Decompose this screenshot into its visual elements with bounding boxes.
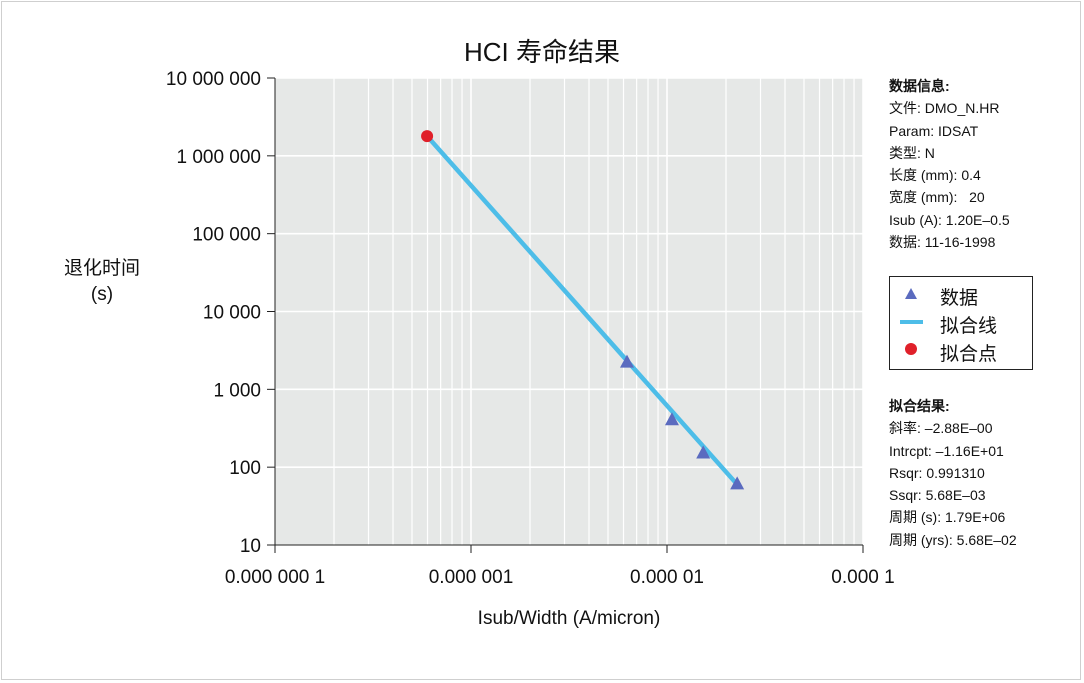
y-tick-label: 100 000: [192, 225, 261, 246]
data-info-line: 长度 (mm): 0.4: [889, 167, 981, 184]
x-tick-label: 0.000 000 1: [225, 567, 325, 588]
fit-line: [425, 134, 739, 486]
fit-point-circle: [421, 130, 434, 143]
fit-result-line: 周期 (s): 1.79E+06: [889, 509, 1006, 526]
x-tick-label: 0.000 01: [630, 567, 704, 588]
x-axis-label: Isub/Width (A/micron): [477, 608, 661, 629]
y-axis-label-unit: (s): [90, 284, 114, 305]
fit-result-line: 周期 (yrs): 5.68E–02: [889, 531, 1017, 548]
data-info-line: 数据: 11-16-1998: [889, 234, 996, 251]
data-info-line: 宽度 (mm): 20: [889, 189, 985, 206]
fit-result-line: Intrcpt: –1.16E+01: [889, 442, 1004, 459]
y-tick-label: 10: [240, 536, 261, 557]
y-tick-label: 100: [229, 458, 261, 479]
legend-label-fit-line: 拟合线: [940, 316, 998, 337]
data-info-line: Param: IDSAT: [889, 122, 979, 139]
legend-label-fit-point: 拟合点: [940, 344, 998, 365]
data-info-line: 类型: N: [889, 144, 935, 161]
data-info-line: Isub (A): 1.20E–0.5: [889, 211, 1010, 228]
legend-triangle-icon: [905, 288, 917, 299]
legend-label-data: 数据: [940, 288, 979, 309]
legend-circle-icon: [905, 343, 917, 355]
y-tick-label: 1 000 000: [176, 147, 261, 168]
y-tick-label: 10 000: [203, 303, 261, 324]
fit-result-line: 斜率: –2.88E–00: [889, 420, 993, 437]
y-tick-label: 1 000: [213, 380, 261, 401]
legend: 数据 拟合线 拟合点: [889, 276, 1033, 370]
data-point-triangle: [696, 445, 711, 459]
x-tick-label: 0.000 1: [831, 567, 894, 588]
x-tick-label: 0.000 001: [429, 567, 514, 588]
fit-result-line: Ssqr: 5.68E–03: [889, 487, 986, 504]
y-axis-label: 退化时间 (s): [52, 256, 152, 308]
y-axis-label-line: 退化时间: [63, 258, 140, 279]
y-tick-label: 10 000 000: [166, 69, 261, 90]
fit-result-heading: 拟合结果:: [889, 398, 950, 414]
fit-result-panel: 拟合结果: 斜率: –2.88E–00 Intrcpt: –1.16E+01 R…: [889, 395, 1017, 551]
data-point-triangle: [619, 354, 634, 368]
data-info-heading: 数据信息:: [889, 78, 950, 94]
data-point-triangle: [730, 476, 745, 490]
chart-title: HCI 寿命结果: [463, 37, 620, 67]
legend-markers: [900, 288, 923, 355]
data-info-line: 文件: DMO_N.HR: [889, 100, 1000, 117]
data-info-panel: 数据信息: 文件: DMO_N.HR Param: IDSAT 类型: N 长度…: [889, 75, 1010, 253]
fit-result-line: Rsqr: 0.991310: [889, 464, 985, 481]
data-point-triangle: [664, 412, 679, 426]
